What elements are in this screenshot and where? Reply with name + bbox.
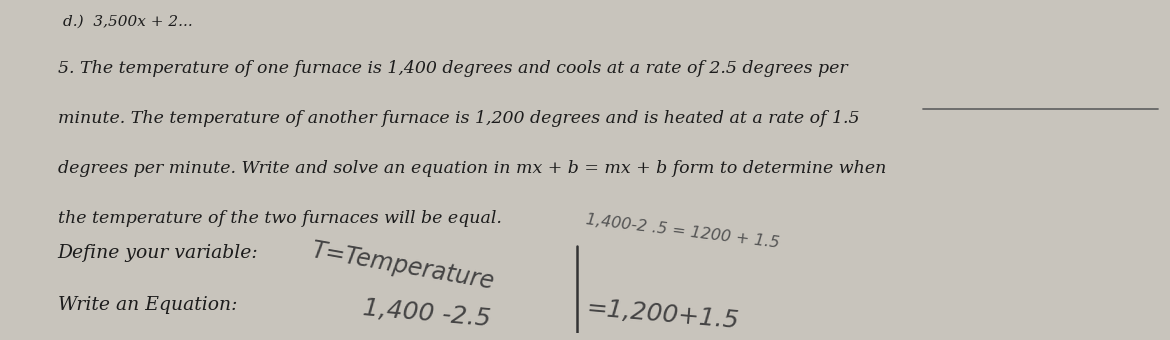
- Text: Write an Equation:: Write an Equation:: [57, 296, 238, 314]
- Text: T=Temperature: T=Temperature: [310, 238, 496, 294]
- Text: 5. The temperature of one furnace is 1,400 degrees and cools at a rate of 2.5 de: 5. The temperature of one furnace is 1,4…: [57, 60, 847, 77]
- Text: 1,400 -2.5: 1,400 -2.5: [362, 296, 491, 331]
- Text: =1,200+1.5: =1,200+1.5: [585, 296, 739, 333]
- Text: Define your variable:: Define your variable:: [57, 244, 259, 262]
- Text: degrees per minute. Write and solve an equation in mx + b = mx + b form to deter: degrees per minute. Write and solve an e…: [57, 160, 886, 177]
- Text: 1,400-2 .5 = 1200 + 1.5: 1,400-2 .5 = 1200 + 1.5: [585, 212, 780, 251]
- Text: d.)  3,500x + 2...: d.) 3,500x + 2...: [63, 15, 193, 29]
- Text: minute. The temperature of another furnace is 1,200 degrees and is heated at a r: minute. The temperature of another furna…: [57, 110, 859, 128]
- Text: the temperature of the two furnaces will be equal.: the temperature of the two furnaces will…: [57, 210, 502, 227]
